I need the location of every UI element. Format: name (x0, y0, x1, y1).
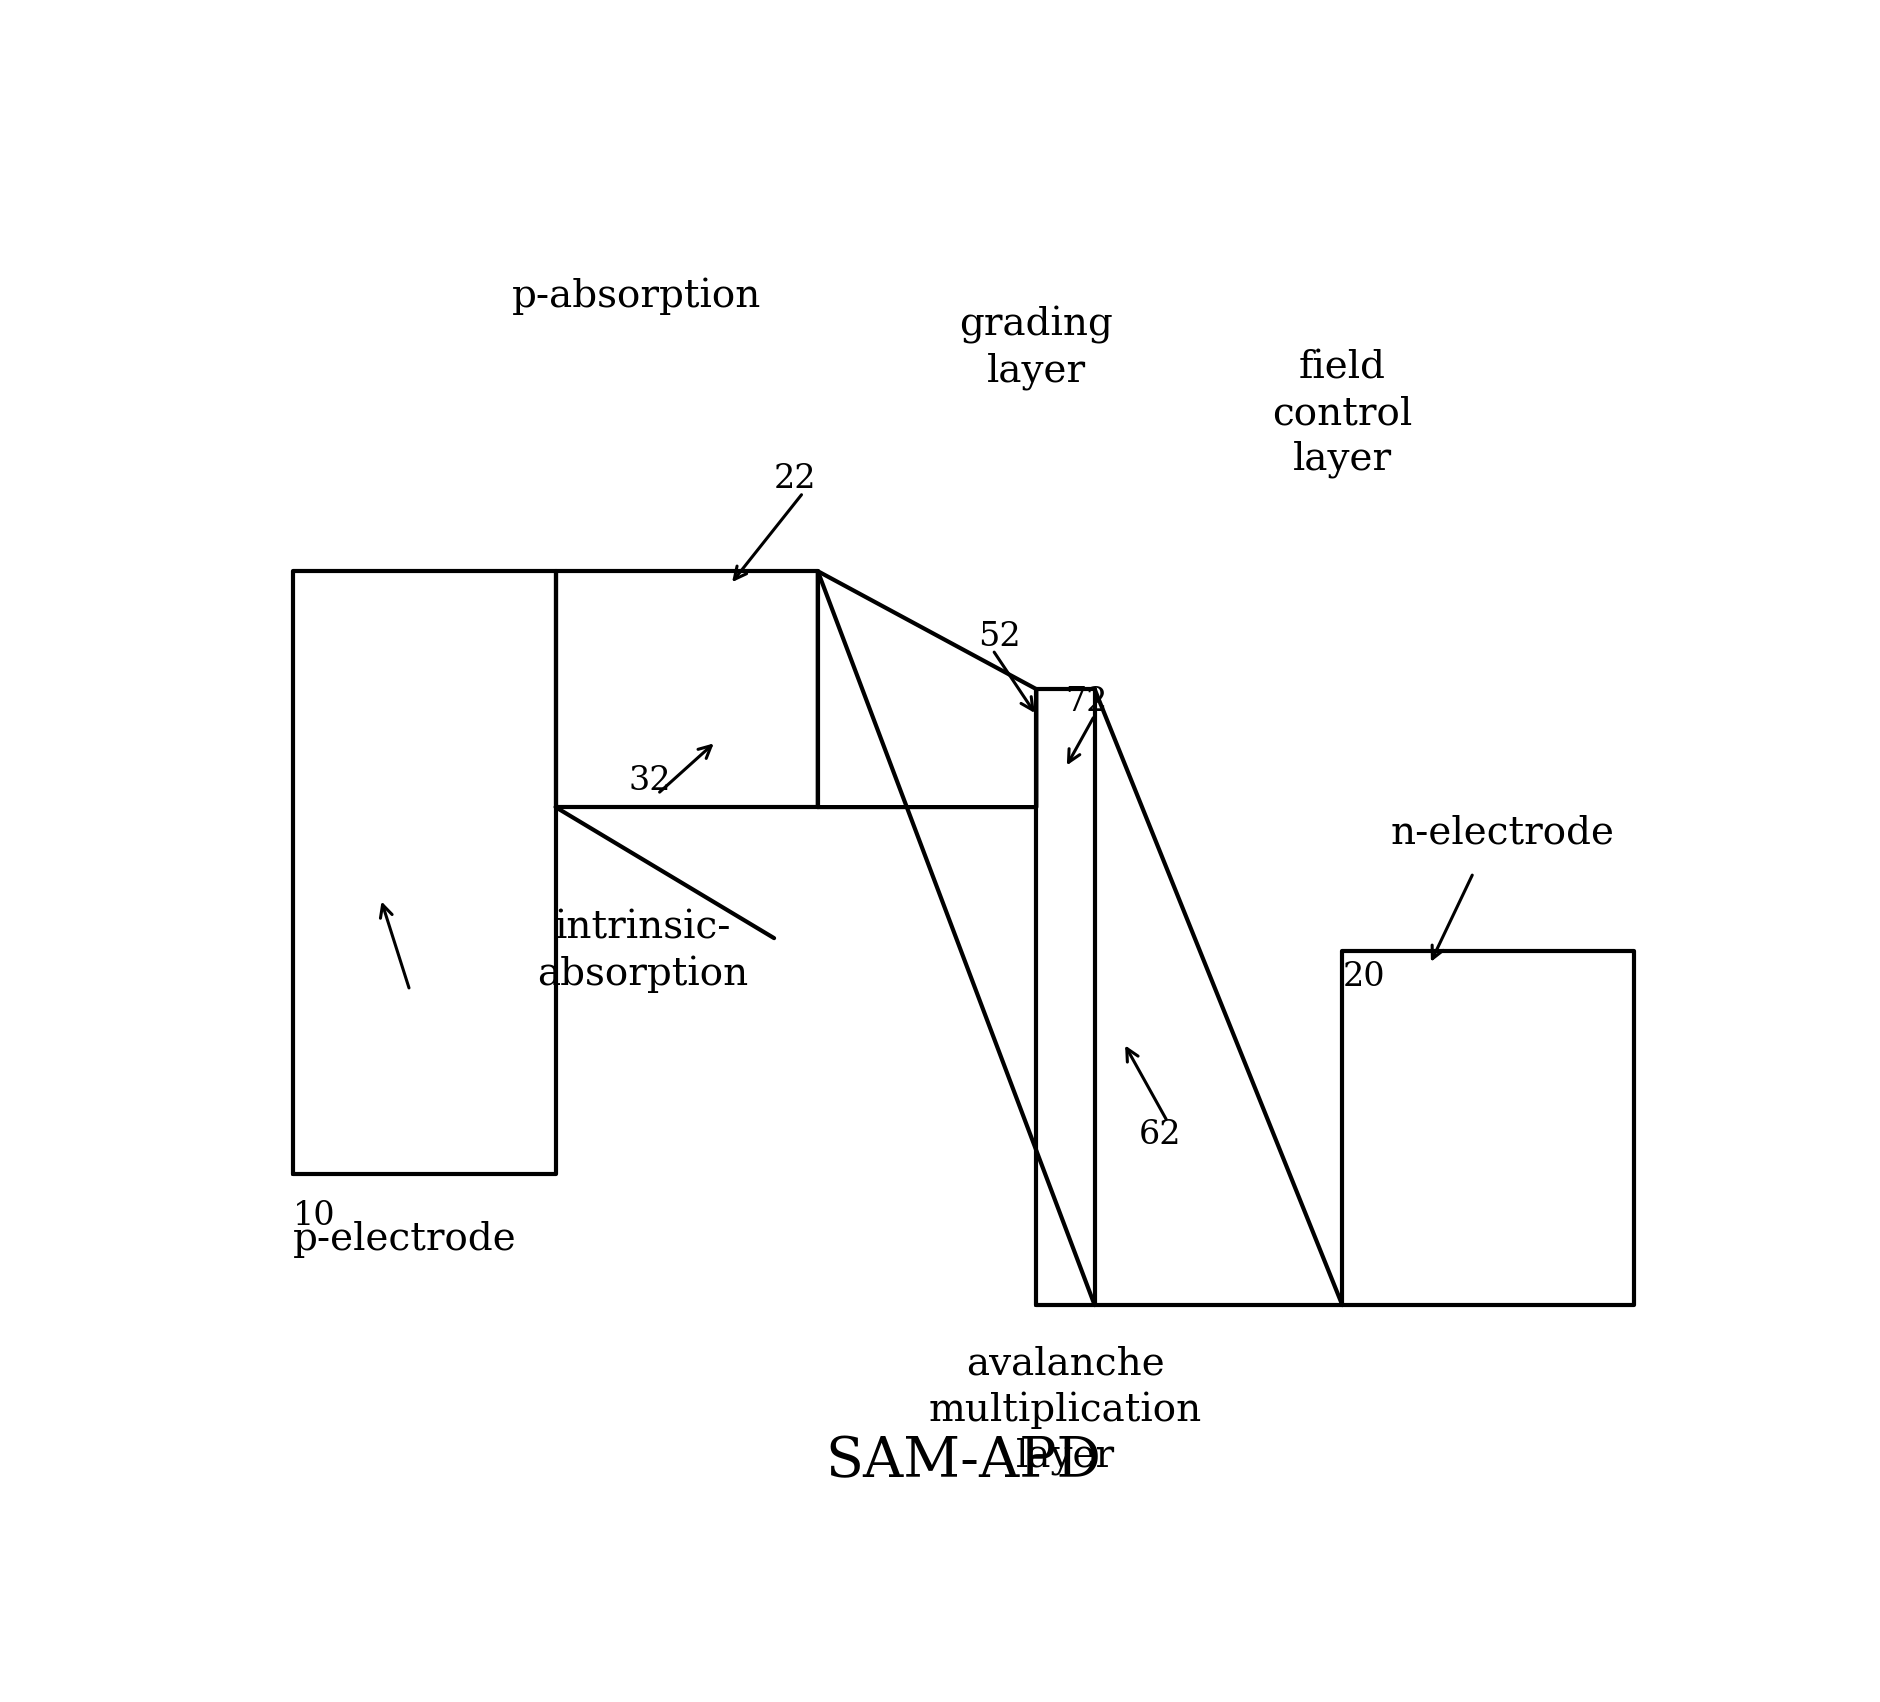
Text: intrinsic-
absorption: intrinsic- absorption (538, 909, 748, 992)
Text: 32: 32 (628, 764, 671, 797)
Text: SAM-APD: SAM-APD (825, 1435, 1102, 1489)
Text: 20: 20 (1342, 962, 1386, 994)
Text: avalanche
multiplication
layer: avalanche multiplication layer (929, 1345, 1201, 1474)
Text: 72: 72 (1066, 686, 1107, 718)
Text: 22: 22 (775, 463, 816, 495)
Text: p-absorption: p-absorption (511, 277, 761, 315)
Text: n-electrode: n-electrode (1391, 815, 1615, 851)
Text: grading
layer: grading layer (959, 306, 1113, 390)
Text: 62: 62 (1139, 1118, 1181, 1151)
Text: 52: 52 (978, 621, 1021, 654)
Text: 10: 10 (293, 1200, 337, 1232)
Text: p-electrode: p-electrode (293, 1220, 517, 1258)
Text: field
control
layer: field control layer (1273, 349, 1412, 478)
